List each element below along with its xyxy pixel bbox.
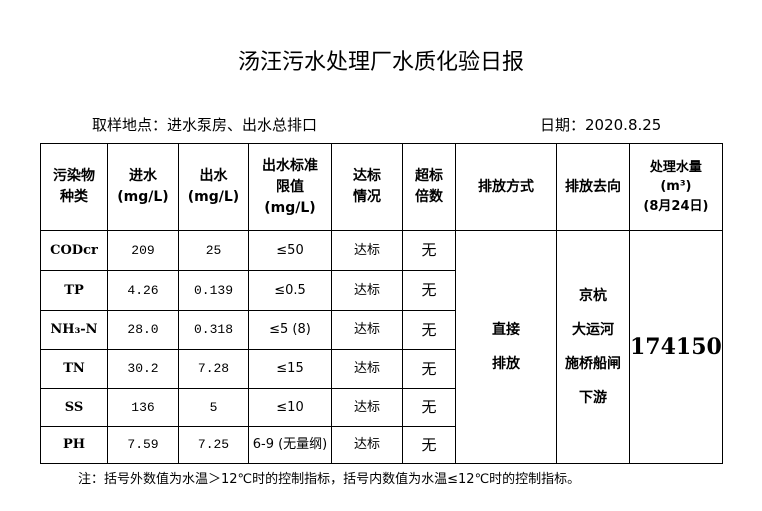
- status-cell: 达标: [331, 230, 403, 271]
- status-cell: 达标: [331, 270, 403, 311]
- header-cell: 超标 倍数: [402, 143, 456, 231]
- water-quality-table: 污染物 种类 进水 (mg/L) 出水 (mg/L) 出水标准 限值 (mg/L) 达标情…: [40, 143, 723, 464]
- status-cell: 达标: [331, 349, 403, 389]
- pollutant-cell: NH₃-N: [40, 310, 108, 350]
- header-cell: 进水 (mg/L): [107, 143, 179, 231]
- pollutant-cell: CODcr: [40, 230, 108, 271]
- table-row: SS 136 5 ≤10 达标无: [40, 388, 723, 427]
- effluent-cell: 5: [178, 388, 249, 427]
- influent-cell: 136: [107, 388, 179, 427]
- limit-cell: ≤10: [248, 388, 332, 427]
- exceed-cell: 无: [402, 426, 456, 464]
- limit-cell: ≤0.5: [248, 270, 332, 311]
- status-cell: 达标: [331, 310, 403, 350]
- influent-cell: 7.59: [107, 426, 179, 464]
- exceed-cell: 无: [402, 310, 456, 350]
- table-row: PH 7.59 7.25 6-9 (无量纲) 达标无: [40, 426, 723, 464]
- exceed-cell: 无: [402, 388, 456, 427]
- table-row: CODcr 209 25 ≤50 达标无直接 排放 京杭 大运河 施桥船闸 下游 174150: [40, 230, 723, 464]
- sampling-location: 取样地点：进水泵房、出水总排口: [92, 116, 318, 134]
- table-row: TN 30.2 7.28 ≤15 达标无: [40, 349, 723, 389]
- pollutant-cell: TP: [40, 270, 108, 311]
- header-cell: 排放方式: [455, 143, 557, 231]
- limit-cell: ≤15: [248, 349, 332, 389]
- header-cell: 达标 情况: [331, 143, 403, 231]
- exceed-cell: 无: [402, 270, 456, 311]
- header-cell: 出水 (mg/L): [178, 143, 249, 231]
- header-cell: 出水标准 限值 (mg/L): [248, 143, 332, 231]
- treated-volume: 174150: [629, 230, 723, 464]
- table-row: NH₃-N 28.0 0.318 ≤5 (8) 达标无: [40, 310, 723, 350]
- influent-cell: 28.0: [107, 310, 179, 350]
- limit-cell: ≤5 (8): [248, 310, 332, 350]
- footnote: 注：括号外数值为水温＞12℃时的控制指标，括号内数值为水温≤12℃时的控制指标。: [78, 472, 581, 487]
- limit-cell: ≤50: [248, 230, 332, 271]
- effluent-cell: 7.28: [178, 349, 249, 389]
- table-row: TP 4.26 0.139 ≤0.5 达标无: [40, 270, 723, 311]
- exceed-cell: 无: [402, 230, 456, 271]
- effluent-cell: 25: [178, 230, 249, 271]
- influent-cell: 209: [107, 230, 179, 271]
- discharge-destination: 京杭 大运河 施桥船闸 下游: [556, 230, 630, 464]
- header-cell: 污染物 种类: [40, 143, 108, 231]
- status-cell: 达标: [331, 426, 403, 464]
- page-title: 汤汪污水处理厂水质化验日报: [237, 50, 524, 75]
- header-cell: 排放去向: [556, 143, 630, 231]
- header-row: 污染物 种类 进水 (mg/L) 出水 (mg/L) 出水标准 限值 (mg/L) 达标情…: [40, 143, 723, 231]
- exceed-cell: 无: [402, 349, 456, 389]
- influent-cell: 4.26: [107, 270, 179, 311]
- pollutant-cell: TN: [40, 349, 108, 389]
- influent-cell: 30.2: [107, 349, 179, 389]
- header-cell: 处理水量 (m³) (8月24日): [629, 143, 723, 231]
- status-cell: 达标: [331, 388, 403, 427]
- effluent-cell: 7.25: [178, 426, 249, 464]
- effluent-cell: 0.139: [178, 270, 249, 311]
- discharge-method: 直接 排放: [455, 230, 557, 464]
- pollutant-cell: SS: [40, 388, 108, 427]
- report-date: 日期：2020.8.25: [540, 116, 662, 134]
- pollutant-cell: PH: [40, 426, 108, 464]
- limit-cell: 6-9 (无量纲): [248, 426, 332, 464]
- effluent-cell: 0.318: [178, 310, 249, 350]
